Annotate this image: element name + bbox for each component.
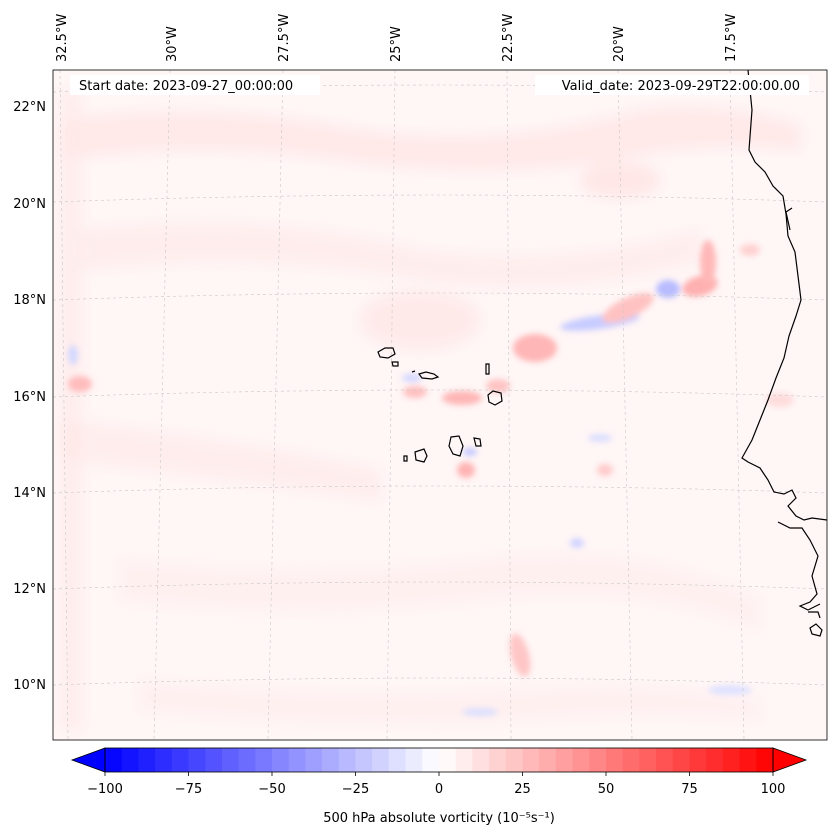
cape-verde-islands <box>377 347 503 463</box>
vorticity-field <box>60 90 800 730</box>
colorbar-segment <box>171 748 190 772</box>
longitude-labels: 32.5°W 30°W 27.5°W 25°W 22.5°W 20°W 17.5… <box>55 14 739 62</box>
colorbar-segment <box>205 748 223 772</box>
colorbar-segment <box>238 748 256 772</box>
lon-label-20w: 20°W <box>612 26 627 62</box>
valid-date-box <box>535 75 809 95</box>
colorbar-segment <box>288 748 306 772</box>
map-panel: Start date: 2023-09-27_00:00:00 Valid_da… <box>13 14 828 741</box>
colorbar-segment <box>405 748 423 772</box>
colorbar-segment <box>439 748 457 772</box>
colorbar-segment <box>455 748 473 772</box>
colorbar-segment <box>188 748 206 772</box>
cb-tick-neg25: −25 <box>342 782 369 797</box>
colorbar-segment <box>756 748 774 772</box>
colorbar-segment <box>489 748 507 772</box>
cb-tick-50: 50 <box>598 782 615 797</box>
colorbar-segment <box>372 748 390 772</box>
colorbar-segment <box>355 748 373 772</box>
colorbar-segment <box>322 748 340 772</box>
colorbar-segment <box>105 748 123 772</box>
colorbar-segment <box>555 748 574 772</box>
colorbar-segment <box>572 748 590 772</box>
lon-label-32-5w: 32.5°W <box>55 14 70 62</box>
colorbar-segment <box>706 748 724 772</box>
cb-tick-100: 100 <box>761 782 786 797</box>
vorticity-features <box>68 240 794 716</box>
cb-tick-0: 0 <box>435 782 443 797</box>
colorbar-min-extend <box>70 747 106 773</box>
map-frame <box>52 69 828 741</box>
colorbar-segment <box>622 748 640 772</box>
lat-label-12n: 12°N <box>13 582 46 597</box>
cb-tick-neg50: −50 <box>258 782 285 797</box>
colorbar-segment <box>722 748 741 772</box>
lat-label-16n: 16°N <box>13 390 46 405</box>
lon-label-27-5w: 27.5°W <box>277 14 292 62</box>
colorbar-segment <box>472 748 490 772</box>
colorbar-segment <box>305 748 323 772</box>
cb-tick-75: 75 <box>681 782 698 797</box>
colorbar-segment <box>221 748 240 772</box>
colorbar-segment <box>255 748 273 772</box>
map-background <box>53 70 827 740</box>
colorbar-segment <box>121 748 139 772</box>
colorbar-ticks <box>104 772 774 776</box>
colorbar-segments <box>105 748 774 772</box>
lon-label-22-5w: 22.5°W <box>501 14 516 62</box>
colorbar-segment <box>155 748 173 772</box>
lon-label-25w: 25°W <box>389 26 404 62</box>
colorbar: −100 −75 −50 −25 0 25 50 75 100 500 hPa … <box>70 747 808 826</box>
colorbar-segment <box>689 748 707 772</box>
start-date-box <box>70 75 320 95</box>
lat-label-18n: 18°N <box>13 293 46 308</box>
start-date-label: Start date: 2023-09-27_00:00:00 <box>79 79 293 94</box>
colorbar-segment <box>138 748 156 772</box>
lat-label-22n: 22°N <box>13 100 46 115</box>
colorbar-segment <box>272 748 290 772</box>
latitude-labels: 22°N 20°N 18°N 16°N 14°N 12°N 10°N <box>13 100 46 693</box>
valid-date-label: Valid_date: 2023-09-29T22:00:00.00 <box>562 79 800 94</box>
colorbar-max-extend <box>772 747 808 773</box>
lat-label-14n: 14°N <box>13 486 46 501</box>
colorbar-tick-labels: −100 −75 −50 −25 0 25 50 75 100 <box>87 782 785 797</box>
colorbar-label: 500 hPa absolute vorticity (10⁻⁵s⁻¹) <box>323 811 555 826</box>
colorbar-segment <box>739 748 757 772</box>
colorbar-segment <box>505 748 524 772</box>
cb-tick-neg100: −100 <box>87 782 123 797</box>
colorbar-segment <box>589 748 607 772</box>
lon-label-30w: 30°W <box>165 26 180 62</box>
coastlines <box>741 70 827 637</box>
colorbar-segment <box>539 748 557 772</box>
colorbar-segment <box>422 748 440 772</box>
lat-label-20n: 20°N <box>13 197 46 212</box>
colorbar-segment <box>656 748 674 772</box>
colorbar-segment <box>672 748 691 772</box>
colorbar-segment <box>639 748 657 772</box>
lon-label-17-5w: 17.5°W <box>724 14 739 62</box>
cb-tick-neg75: −75 <box>175 782 202 797</box>
lat-label-10n: 10°N <box>13 678 46 693</box>
cb-tick-25: 25 <box>514 782 531 797</box>
colorbar-segment <box>522 748 540 772</box>
colorbar-segment <box>338 748 357 772</box>
colorbar-segment <box>388 748 407 772</box>
colorbar-segment <box>606 748 624 772</box>
